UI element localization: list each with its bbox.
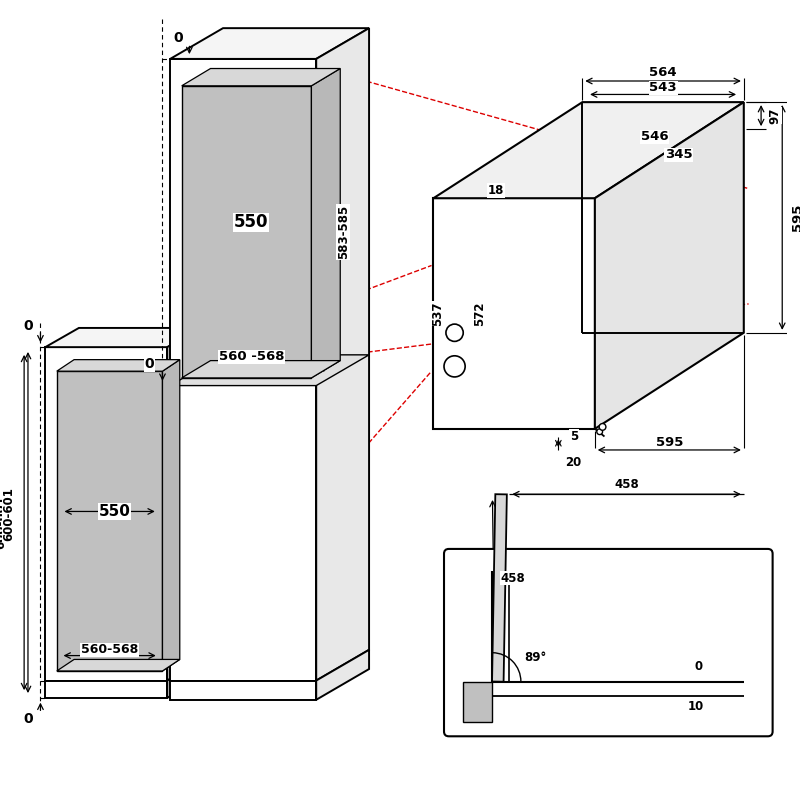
Circle shape <box>597 429 602 434</box>
Text: 20: 20 <box>566 456 582 469</box>
Text: 560-568: 560-568 <box>81 643 138 656</box>
Polygon shape <box>182 86 311 378</box>
Polygon shape <box>463 682 492 722</box>
Polygon shape <box>311 69 340 378</box>
Polygon shape <box>167 328 201 681</box>
Polygon shape <box>492 494 507 682</box>
Text: 595: 595 <box>656 436 683 449</box>
Text: 97: 97 <box>768 107 781 124</box>
Text: 89°: 89° <box>524 651 546 664</box>
Text: 600-601: 600-601 <box>0 495 7 550</box>
Text: 0: 0 <box>173 30 182 45</box>
Polygon shape <box>170 28 369 59</box>
Polygon shape <box>595 102 744 429</box>
Polygon shape <box>316 28 369 681</box>
Text: 595: 595 <box>791 204 800 231</box>
Text: 0: 0 <box>23 712 33 726</box>
Polygon shape <box>170 59 316 681</box>
Text: 560 -568: 560 -568 <box>218 350 284 363</box>
Polygon shape <box>46 347 167 681</box>
Text: 550: 550 <box>98 504 130 519</box>
Polygon shape <box>57 659 180 671</box>
Text: 0: 0 <box>23 319 33 333</box>
Polygon shape <box>46 681 167 698</box>
Polygon shape <box>316 650 369 700</box>
Text: 18: 18 <box>488 184 504 197</box>
Text: 458: 458 <box>501 572 526 585</box>
Text: 543: 543 <box>650 82 677 94</box>
Polygon shape <box>57 360 180 371</box>
Text: 546: 546 <box>641 130 668 143</box>
Text: 564: 564 <box>650 66 677 79</box>
Polygon shape <box>167 662 201 698</box>
Text: 0: 0 <box>144 358 154 371</box>
Polygon shape <box>57 371 162 671</box>
Text: 345: 345 <box>665 149 692 162</box>
Polygon shape <box>162 360 180 671</box>
Text: 10: 10 <box>688 700 704 713</box>
Text: 600-601: 600-601 <box>2 487 15 541</box>
FancyBboxPatch shape <box>444 549 773 736</box>
Polygon shape <box>434 198 595 429</box>
Polygon shape <box>182 361 340 378</box>
Polygon shape <box>170 681 316 700</box>
Circle shape <box>599 423 606 430</box>
Text: 5: 5 <box>570 430 578 443</box>
Polygon shape <box>434 102 744 198</box>
Text: 550: 550 <box>234 214 269 231</box>
Polygon shape <box>46 328 201 347</box>
Text: 572: 572 <box>473 302 486 326</box>
Text: 537: 537 <box>430 302 444 326</box>
Text: 0: 0 <box>694 660 702 673</box>
Text: 583-585: 583-585 <box>337 205 350 259</box>
Polygon shape <box>170 355 369 386</box>
Text: 458: 458 <box>614 478 639 491</box>
Polygon shape <box>182 69 340 86</box>
